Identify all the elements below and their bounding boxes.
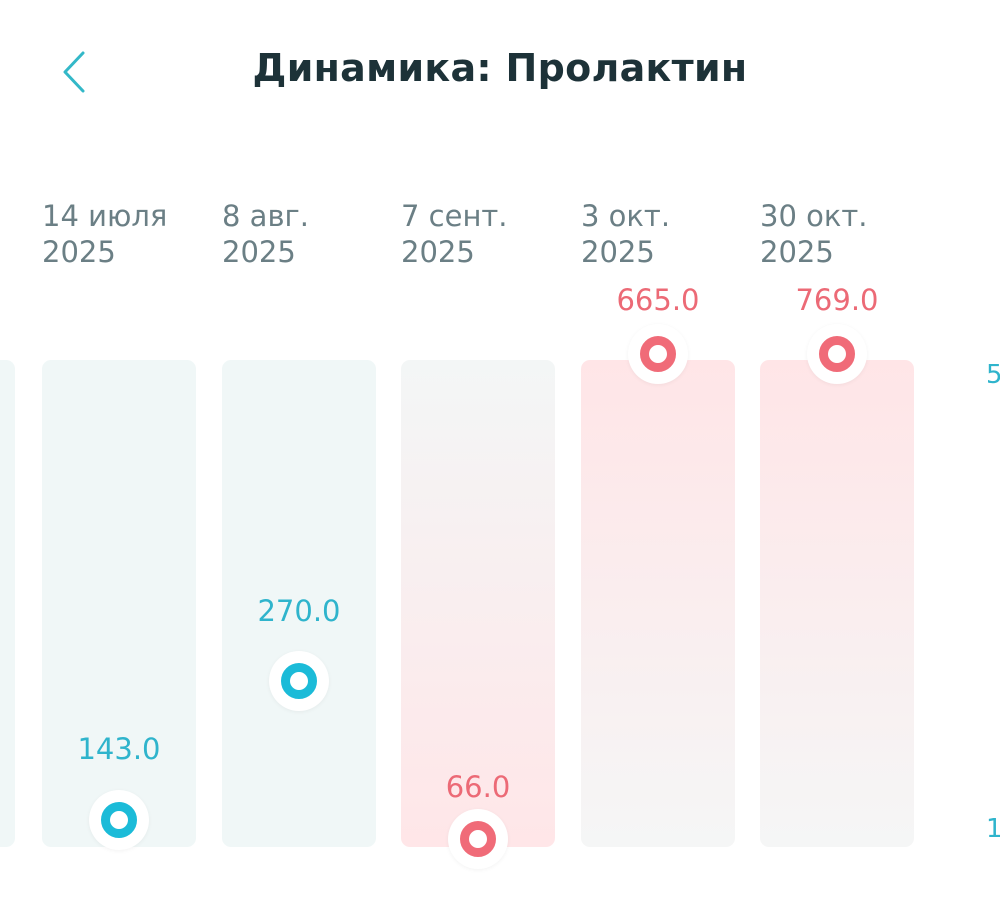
data-point[interactable] bbox=[269, 651, 329, 711]
chart-column[interactable]: 7 сент. 2025 66.0 bbox=[401, 150, 555, 899]
date-label: 8 авг. 2025 bbox=[222, 199, 309, 269]
range-bar bbox=[760, 360, 914, 847]
range-bar bbox=[401, 360, 555, 847]
range-bar bbox=[42, 360, 196, 847]
chart-column[interactable]: 8 авг. 2025 270.0 bbox=[222, 150, 376, 899]
value-label: 143.0 bbox=[77, 732, 161, 766]
chart-column[interactable]: 30 окт. 2025 769.0 bbox=[760, 150, 914, 899]
dynamics-chart[interactable]: 14 июля 2025 143.0 8 авг. 2025 270.0 7 сен… bbox=[0, 150, 1000, 899]
data-point[interactable] bbox=[628, 324, 688, 384]
range-bar bbox=[222, 360, 376, 847]
partial-bar bbox=[0, 360, 15, 847]
page-title: Динамика: Пролактин bbox=[252, 46, 748, 90]
axis-lower-label: 1 bbox=[986, 814, 1000, 844]
back-button[interactable] bbox=[44, 40, 104, 104]
axis-upper-label: 5 bbox=[986, 360, 1000, 390]
date-label: 14 июля 2025 bbox=[42, 199, 168, 269]
range-bar bbox=[581, 360, 735, 847]
date-label: 30 окт. 2025 bbox=[760, 199, 868, 269]
chart-column[interactable]: 14 июля 2025 143.0 bbox=[42, 150, 196, 899]
data-point[interactable] bbox=[807, 324, 867, 384]
date-label: 3 окт. 2025 bbox=[581, 199, 671, 269]
data-point[interactable] bbox=[89, 790, 149, 850]
header: Динамика: Пролактин bbox=[0, 0, 1000, 150]
chart-column[interactable]: 3 окт. 2025 665.0 bbox=[581, 150, 735, 899]
data-point[interactable] bbox=[448, 809, 508, 869]
chevron-left-icon bbox=[63, 51, 85, 93]
value-label: 270.0 bbox=[257, 594, 341, 628]
value-label: 769.0 bbox=[795, 283, 879, 317]
value-label: 665.0 bbox=[616, 283, 700, 317]
date-label: 7 сент. 2025 bbox=[401, 199, 508, 269]
value-label: 66.0 bbox=[445, 770, 511, 804]
